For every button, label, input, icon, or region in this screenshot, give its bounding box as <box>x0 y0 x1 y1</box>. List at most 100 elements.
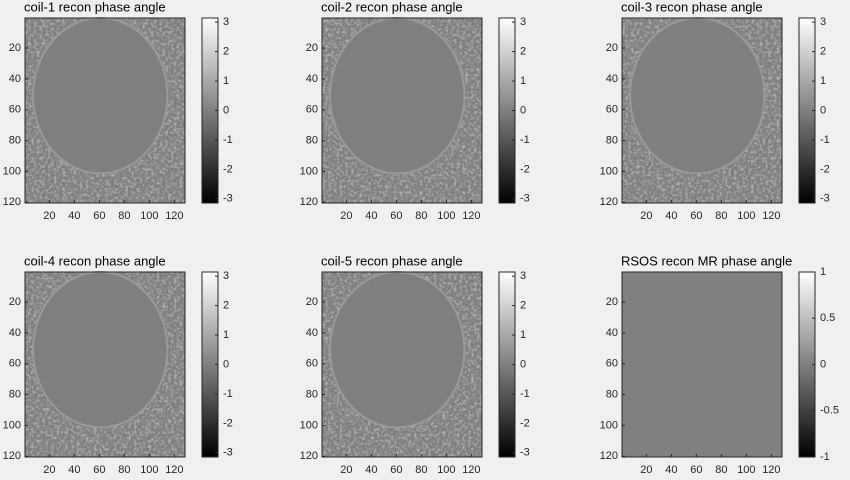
colorbar-tick-label: -3 <box>223 193 233 205</box>
x-tick-label: 20 <box>640 464 652 476</box>
colorbar-tick-label: -1 <box>223 388 233 400</box>
x-tick-label: 80 <box>415 210 427 222</box>
y-tick-label: 80 <box>9 134 21 146</box>
y-tick-label: 60 <box>306 104 318 116</box>
x-tick-label: 80 <box>715 210 727 222</box>
colorbar-tick-label: 3 <box>520 270 526 282</box>
y-tick-label: 20 <box>306 42 318 54</box>
y-tick-label: 20 <box>606 296 618 308</box>
colorbar-tick-label: 2 <box>223 46 229 58</box>
y-tick-label: 80 <box>606 388 618 400</box>
y-tick-label: 80 <box>606 134 618 146</box>
subplot: coil-2 recon phase angle 20 40 60 80 100 120 20… <box>300 0 530 222</box>
x-tick-label: 80 <box>715 464 727 476</box>
image-grain <box>25 272 185 457</box>
axes-box <box>621 17 783 204</box>
y-tick-label: 100 <box>600 419 618 431</box>
x-tick-label: 40 <box>365 464 377 476</box>
y-tick-label: 20 <box>9 296 21 308</box>
colorbar-tick-label: 0.5 <box>820 312 835 324</box>
colorbar-tick-label: 1 <box>820 75 826 87</box>
x-tick-label: 40 <box>68 210 80 222</box>
colorbar-tick-label: 1 <box>223 329 229 341</box>
y-tick-label: 120 <box>3 196 21 208</box>
y-tick-label: 80 <box>9 388 21 400</box>
y-tick-label: 40 <box>306 73 318 85</box>
colorbar-tick-label: -3 <box>223 447 233 459</box>
image <box>622 272 782 457</box>
colorbar-tick-label: 1 <box>520 75 526 87</box>
colorbar-tick-label: -1 <box>820 451 830 463</box>
axes-box <box>321 271 483 458</box>
colorbar-tick-label: 2 <box>520 46 526 58</box>
chart-title: coil-5 recon phase angle <box>321 253 463 268</box>
colorbar-tick-label: 0 <box>520 358 526 370</box>
y-tick-label: 120 <box>300 196 318 208</box>
axes-box <box>24 17 186 204</box>
y-tick-label: 100 <box>3 165 21 177</box>
y-tick-label: 40 <box>606 73 618 85</box>
x-tick-label: 60 <box>690 210 702 222</box>
x-tick-label: 60 <box>93 464 105 476</box>
y-tick-label: 120 <box>3 450 21 462</box>
colorbar-tick-label: -2 <box>520 163 530 175</box>
y-tick-label: 40 <box>606 327 618 339</box>
x-tick-label: 60 <box>390 464 402 476</box>
y-tick-label: 80 <box>306 388 318 400</box>
x-tick-label: 20 <box>340 210 352 222</box>
y-tick-label: 40 <box>306 327 318 339</box>
y-tick-label: 60 <box>606 358 618 370</box>
subplot: RSOS recon MR phase angle 20 40 60 80 100 120 2… <box>600 253 839 475</box>
x-tick-label: 100 <box>737 210 755 222</box>
y-tick-label: 100 <box>300 419 318 431</box>
colorbar-tick-label: 0 <box>223 104 229 116</box>
colorbar-tick-label: -1 <box>520 388 530 400</box>
x-tick-label: 80 <box>118 464 130 476</box>
x-tick-label: 40 <box>665 464 677 476</box>
colorbar-tick-label: -1 <box>820 134 830 146</box>
x-tick-label: 120 <box>762 210 780 222</box>
y-tick-label: 120 <box>600 450 618 462</box>
image-grain <box>622 18 782 203</box>
image-grain <box>322 18 482 203</box>
colorbar-tick-label: 3 <box>223 270 229 282</box>
colorbar-tick-label: 3 <box>223 16 229 28</box>
x-tick-label: 40 <box>365 210 377 222</box>
x-tick-label: 120 <box>462 464 480 476</box>
x-tick-label: 20 <box>640 210 652 222</box>
y-tick-label: 100 <box>600 165 618 177</box>
colorbar-tick-label: 1 <box>820 266 826 278</box>
colorbar-tick-label: -3 <box>520 193 530 205</box>
y-tick-label: 80 <box>306 134 318 146</box>
axes-box <box>24 271 186 458</box>
y-tick-label: 40 <box>9 73 21 85</box>
image-grain <box>322 272 482 457</box>
x-tick-label: 20 <box>43 464 55 476</box>
x-tick-label: 60 <box>690 464 702 476</box>
colorbar-tick-label: 1 <box>520 329 526 341</box>
colorbar-tick-label: 0 <box>820 358 826 370</box>
x-tick-label: 60 <box>93 210 105 222</box>
colorbar-tick-label: 0 <box>223 358 229 370</box>
colorbar-tick-label: -0.5 <box>820 405 839 417</box>
colorbar-tick-label: 3 <box>820 16 826 28</box>
chart-title: coil-1 recon phase angle <box>24 0 166 14</box>
y-tick-label: 120 <box>300 450 318 462</box>
chart-title: coil-3 recon phase angle <box>621 0 763 14</box>
colorbar-tick-label: 3 <box>520 16 526 28</box>
colorbar-tick-label: 2 <box>223 300 229 312</box>
chart-title: coil-4 recon phase angle <box>24 253 166 268</box>
y-tick-label: 100 <box>300 165 318 177</box>
colorbar-tick-label: -3 <box>520 447 530 459</box>
y-tick-label: 20 <box>9 42 21 54</box>
x-tick-label: 20 <box>340 464 352 476</box>
y-tick-label: 60 <box>306 358 318 370</box>
colorbar-tick-label: 2 <box>520 300 526 312</box>
chart-title: coil-2 recon phase angle <box>321 0 463 14</box>
x-tick-label: 100 <box>737 464 755 476</box>
x-tick-label: 120 <box>462 210 480 222</box>
